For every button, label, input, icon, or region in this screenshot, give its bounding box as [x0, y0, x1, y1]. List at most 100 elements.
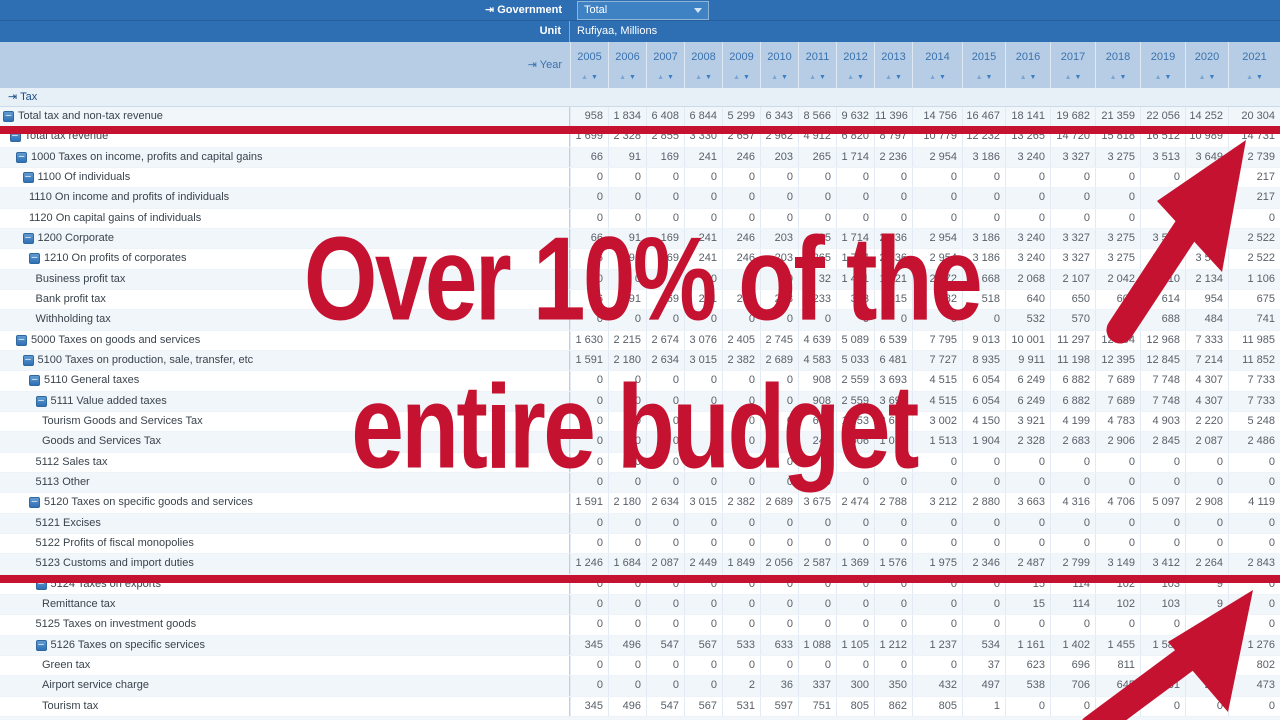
value-cell: 0	[1228, 208, 1280, 228]
sort-descending-icon[interactable]: ▼	[667, 73, 674, 81]
pivot-arrow-icon[interactable]: ⇥	[527, 59, 537, 71]
pivot-arrow-icon[interactable]: ⇥	[8, 91, 18, 103]
sort-ascending-icon[interactable]: ▲	[1246, 73, 1253, 81]
collapse-icon[interactable]: –	[29, 497, 40, 509]
government-select[interactable]: Total	[577, 0, 709, 20]
sort-ascending-icon[interactable]: ▲	[1198, 73, 1206, 81]
value-cell: 0	[760, 167, 798, 188]
value-cell: 0	[608, 676, 646, 696]
value-cell: 688	[1140, 310, 1185, 330]
value-cell: 241	[684, 249, 722, 269]
sort-ascending-icon[interactable]: ▲	[809, 73, 816, 81]
table-row: Goods and Services Tax 0 0 0 0 0 0 247 1 006 1 03…	[0, 432, 1280, 453]
sort-descending-icon[interactable]: ▼	[781, 73, 788, 81]
value-cell: 0	[874, 594, 912, 615]
collapse-icon[interactable]: –	[22, 172, 34, 184]
unit-row: Unit Rufiyaa, Millions	[0, 21, 1280, 42]
sort-descending-icon[interactable]: ▼	[1029, 73, 1037, 81]
sort-descending-icon[interactable]: ▼	[819, 73, 826, 81]
collapse-icon[interactable]: –	[22, 355, 34, 367]
sort-ascending-icon[interactable]: ▲	[695, 73, 702, 81]
tax-section-header[interactable]: ⇥ Tax	[0, 88, 1280, 107]
sort-ascending-icon[interactable]: ▲	[1064, 73, 1072, 81]
value-cell: 7 689	[1095, 391, 1140, 411]
value-cell: 0	[962, 574, 1005, 594]
collapse-icon[interactable]: –	[16, 334, 27, 346]
year-header-band: ⇥ Year 2005 ▲ ▼ 2006 ▲ ▼ 2007 ▲ ▼ 2008 ▲ ▼ 2009 ▲ ▼ 201…	[0, 42, 1280, 88]
government-label[interactable]: ⇥ Government	[484, 4, 562, 16]
sort-descending-icon[interactable]: ▼	[857, 73, 864, 81]
value-cell: 0	[722, 310, 760, 330]
value-cell: 2 522	[1228, 228, 1280, 249]
value-cell: 518	[962, 289, 1005, 310]
sort-descending-icon[interactable]: ▼	[1119, 73, 1127, 81]
sort-ascending-icon[interactable]: ▲	[733, 73, 740, 81]
table-row: –5100 Taxes on production, sale, transfe…	[0, 350, 1280, 372]
sort-ascending-icon[interactable]: ▲	[1109, 73, 1117, 81]
sort-descending-icon[interactable]: ▼	[743, 73, 750, 81]
value-cell: 0	[608, 432, 646, 452]
row-label-cell: –5100 Taxes on production, sale, transfe…	[0, 350, 570, 371]
value-cell: 246	[722, 147, 760, 167]
value-cell: 0	[962, 452, 1005, 472]
value-cell: 0	[760, 188, 798, 208]
sort-ascending-icon[interactable]: ▲	[1154, 73, 1162, 81]
table-row: 1120 On capital gains of individuals 0 0 0 0…	[0, 208, 1280, 229]
sort-ascending-icon[interactable]: ▲	[847, 73, 854, 81]
sort-ascending-icon[interactable]: ▲	[1019, 73, 1027, 81]
sort-descending-icon[interactable]: ▼	[985, 73, 993, 81]
sort-ascending-icon[interactable]: ▲	[771, 73, 778, 81]
collapse-icon[interactable]: –	[35, 639, 47, 651]
unit-label: Unit	[0, 21, 570, 42]
collapse-icon[interactable]: –	[29, 375, 40, 387]
sort-descending-icon[interactable]: ▼	[629, 73, 636, 81]
value-cell: 2 522	[1228, 249, 1280, 269]
sort-ascending-icon[interactable]: ▲	[619, 73, 626, 81]
value-cell: 0	[1185, 208, 1228, 228]
sort-ascending-icon[interactable]: ▲	[975, 73, 983, 81]
value-cell: 1 553	[836, 411, 874, 432]
row-label: 5122 Profits of fiscal monopolies	[35, 537, 194, 550]
value-cell: 15	[1005, 594, 1050, 615]
collapse-icon[interactable]: –	[35, 395, 47, 407]
value-cell: 0	[722, 371, 760, 391]
row-label-cell: 5123 Customs and import duties	[0, 554, 570, 574]
value-cell: 0	[1005, 615, 1050, 635]
value-cell: 1 591	[570, 493, 608, 513]
value-cell: 706	[1050, 676, 1095, 696]
year-label[interactable]: ⇥ Year	[527, 59, 562, 71]
sort-ascending-icon[interactable]: ▲	[929, 73, 936, 81]
value-cell: 1 921	[874, 269, 912, 289]
value-cell: 2 210	[1140, 269, 1185, 289]
value-cell: 623	[1005, 655, 1050, 676]
value-cell: 0	[646, 391, 684, 411]
collapse-icon[interactable]: –	[16, 151, 27, 163]
value-cell: 0	[1095, 208, 1140, 228]
sort-descending-icon[interactable]: ▼	[1074, 73, 1082, 81]
sort-ascending-icon[interactable]: ▲	[657, 73, 664, 81]
table-row: –1100 Of individuals 0 0 0 0 0 0 0 0 0 0 0 0 0 0 0 77 217	[0, 167, 1280, 189]
sort-descending-icon[interactable]: ▼	[1164, 73, 1172, 81]
sort-descending-icon[interactable]: ▼	[705, 73, 712, 81]
sort-descending-icon[interactable]: ▼	[1256, 73, 1263, 81]
collapse-icon[interactable]: –	[3, 111, 14, 123]
sort-ascending-icon[interactable]: ▲	[581, 73, 588, 81]
collapse-icon[interactable]: –	[22, 233, 34, 245]
sort-descending-icon[interactable]: ▼	[895, 73, 902, 81]
value-cell: 0	[798, 452, 836, 472]
value-cell: 169	[646, 249, 684, 269]
pivot-arrow-icon[interactable]: ⇥	[484, 4, 495, 16]
value-cell: 614	[1140, 289, 1185, 310]
value-cell: 0	[1005, 696, 1050, 716]
sort-descending-icon[interactable]: ▼	[939, 73, 946, 81]
value-cell: 1 088	[798, 635, 836, 655]
value-cell: 1 369	[836, 554, 874, 574]
sort-ascending-icon[interactable]: ▲	[885, 73, 892, 81]
value-cell: 3 186	[962, 249, 1005, 269]
value-cell: 0	[608, 533, 646, 554]
value-cell: 300	[836, 676, 874, 696]
sort-descending-icon[interactable]: ▼	[591, 73, 598, 81]
collapse-icon[interactable]: –	[29, 253, 40, 265]
value-cell: 3 693	[874, 371, 912, 391]
sort-descending-icon[interactable]: ▼	[1208, 73, 1216, 81]
